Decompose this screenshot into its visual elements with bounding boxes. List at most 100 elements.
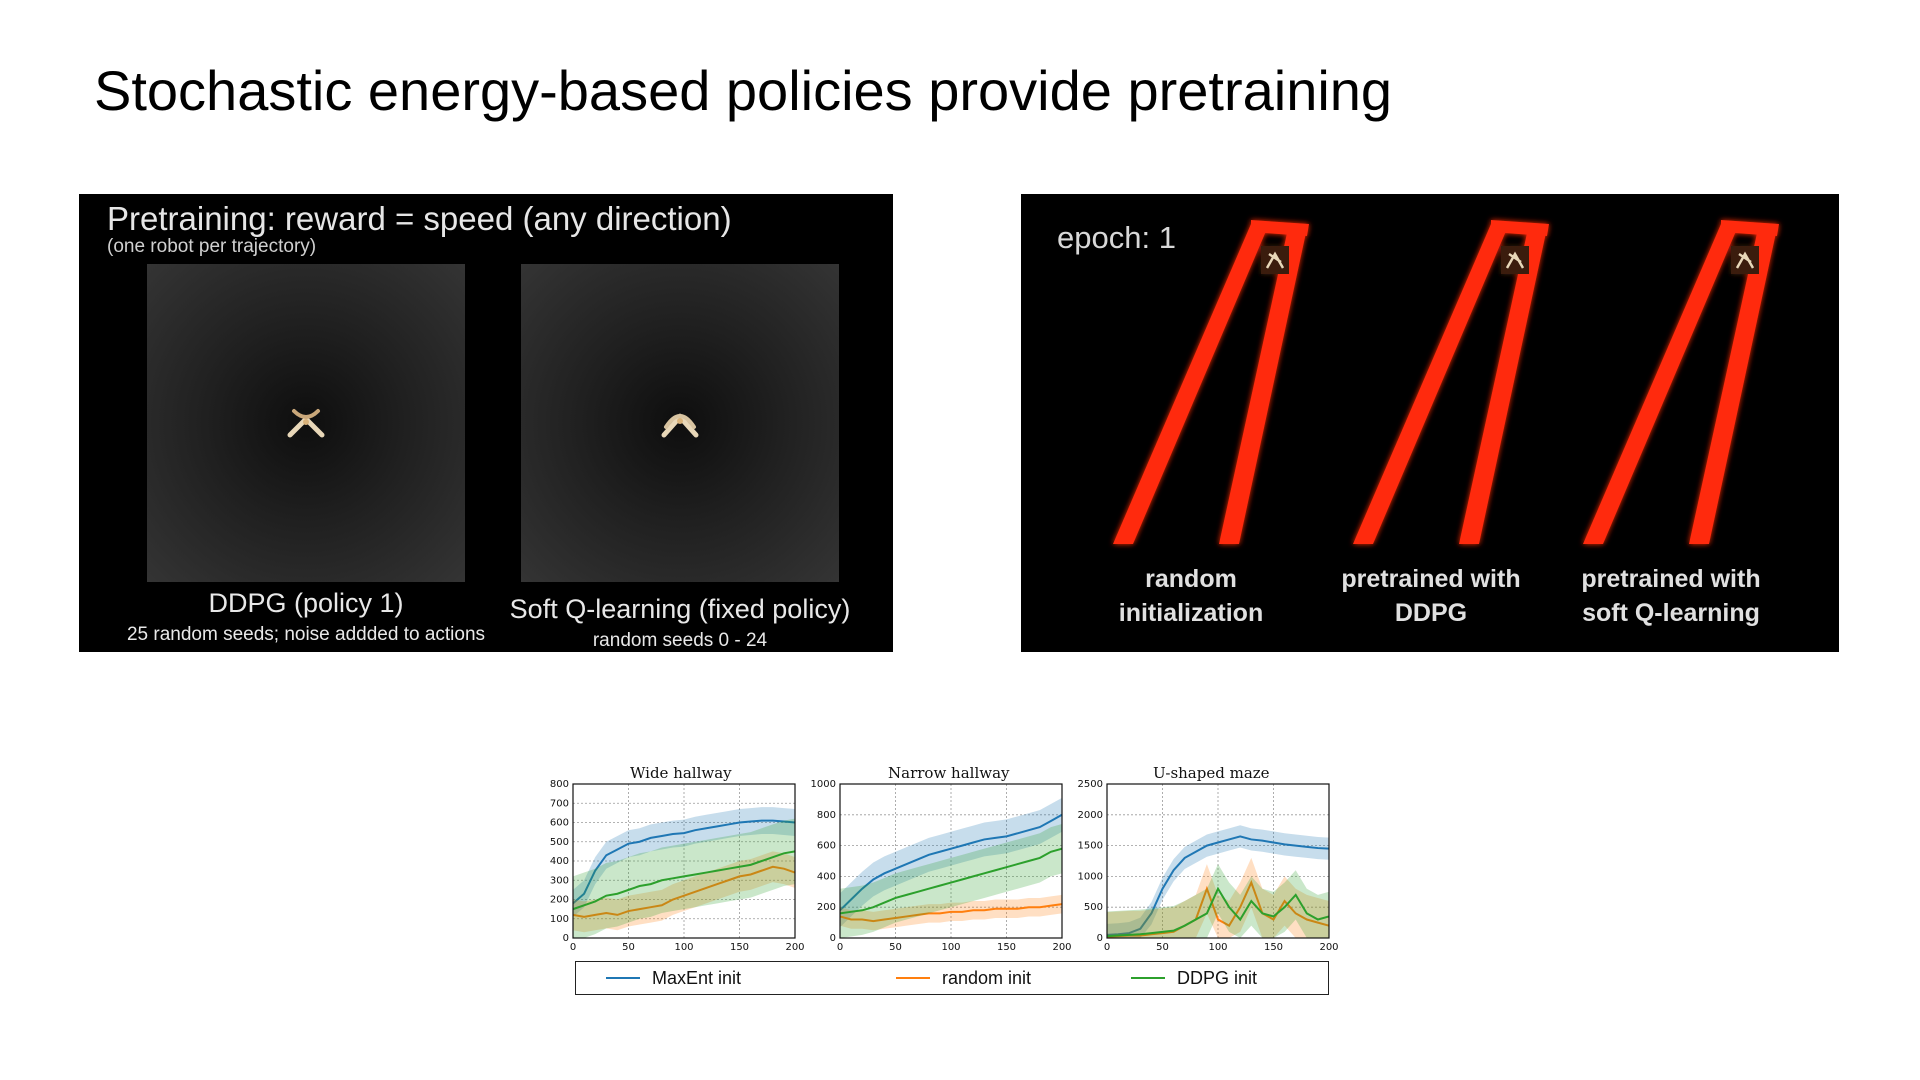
- robot-icon: [1261, 246, 1289, 274]
- series-line: [1106, 879, 1330, 938]
- soft-q-subcaption: random seeds 0 - 24: [592, 630, 768, 651]
- series-line: [572, 865, 796, 918]
- ant-robot-icon: [661, 413, 699, 438]
- hallway-wall-left: [1583, 224, 1739, 544]
- robot-legs-icon: [1505, 251, 1525, 269]
- label-pretrained-soft-q: pretrained with soft Q-learning: [1581, 565, 1761, 627]
- ddpg-subcaption: 25 random seeds; noise addded to actions: [126, 624, 486, 645]
- series-line: [572, 850, 796, 911]
- x-tick-label: 200: [785, 942, 804, 953]
- x-tick-label: 200: [1319, 942, 1338, 953]
- legend-swatch: [896, 977, 930, 979]
- hallway-wall-left: [1353, 224, 1509, 544]
- x-tick-label: 100: [941, 942, 960, 953]
- label-random-initialization: random initialization: [1118, 565, 1264, 627]
- epoch-label: epoch: 1: [1057, 220, 1176, 255]
- series-line: [572, 819, 796, 905]
- plot-frame: [572, 783, 796, 939]
- legend-label: MaxEnt init: [652, 967, 742, 988]
- ant-robot-icon: [287, 409, 325, 438]
- chart-title-u-maze: U-shaped maze: [1153, 764, 1270, 782]
- y-tick-label: 0: [1097, 933, 1103, 944]
- y-tick-label: 2500: [1078, 779, 1103, 790]
- plot-frame: [839, 783, 1063, 939]
- series-band: [573, 807, 795, 917]
- legend-label: random init: [942, 967, 1032, 988]
- x-tick-label: 0: [570, 942, 576, 953]
- legend-swatch: [606, 977, 640, 979]
- series-band: [573, 818, 795, 938]
- y-tick-label: 1500: [1078, 841, 1103, 852]
- series-line: [839, 903, 1063, 923]
- legend-item-random: random init: [896, 962, 1031, 994]
- series-line: [839, 847, 1063, 915]
- hallway-top: [1251, 220, 1309, 236]
- hallway-wall-right: [1689, 224, 1777, 544]
- soft-q-caption: Soft Q-learning (fixed policy): [509, 594, 851, 624]
- x-tick-label: 50: [889, 942, 902, 953]
- ddpg-arena: [147, 264, 465, 582]
- y-tick-label: 100: [550, 914, 569, 925]
- hallway-video-panel[interactable]: epoch: 1 random initialization pretraine…: [1021, 194, 1839, 652]
- series-line: [1106, 886, 1330, 938]
- y-tick-label: 500: [1084, 902, 1103, 913]
- soft-q-arena: [521, 264, 839, 582]
- plot-frame: [1106, 783, 1330, 939]
- x-tick-label: 50: [1156, 942, 1169, 953]
- hallway-wall-right: [1219, 224, 1307, 544]
- y-tick-label: 500: [550, 837, 569, 848]
- robot-icon: [1501, 246, 1529, 274]
- legend-label: DDPG init: [1177, 967, 1258, 988]
- chart-legend: MaxEnt init random init DDPG init: [575, 961, 1329, 995]
- y-tick-label: 800: [550, 779, 569, 790]
- y-tick-label: 0: [563, 933, 569, 944]
- hallway-wall-left: [1113, 224, 1269, 544]
- x-tick-label: 150: [730, 942, 749, 953]
- x-tick-label: 0: [1104, 942, 1110, 953]
- x-tick-label: 150: [997, 942, 1016, 953]
- y-tick-label: 0: [830, 933, 836, 944]
- y-tick-label: 2000: [1078, 810, 1103, 821]
- series-band: [1107, 825, 1329, 938]
- robot-icon: [1731, 246, 1759, 274]
- chart-title-narrow-hallway: Narrow hallway: [888, 764, 1010, 782]
- x-tick-label: 200: [1052, 942, 1071, 953]
- legend-swatch: [1131, 977, 1165, 979]
- ddpg-caption: DDPG (policy 1): [208, 588, 404, 618]
- series-line: [1106, 835, 1330, 936]
- panel-heading: Pretraining: reward = speed (any directi…: [107, 200, 732, 237]
- hallway-wall-right: [1459, 224, 1547, 544]
- robot-legs-icon: [1735, 251, 1755, 269]
- slide-title: Stochastic energy-based policies provide…: [94, 59, 1393, 122]
- legend-item-maxent: MaxEnt init: [606, 962, 741, 994]
- y-tick-label: 300: [550, 875, 569, 886]
- x-tick-label: 100: [674, 942, 693, 953]
- y-tick-label: 800: [817, 810, 836, 821]
- x-tick-label: 150: [1264, 942, 1283, 953]
- hallway-top: [1491, 220, 1549, 236]
- y-tick-label: 600: [550, 818, 569, 829]
- y-tick-label: 600: [817, 841, 836, 852]
- series-band: [1107, 864, 1329, 938]
- label-pretrained-ddpg: pretrained with DDPG: [1341, 565, 1521, 627]
- y-tick-label: 200: [817, 902, 836, 913]
- hallway-top: [1721, 220, 1779, 236]
- y-tick-label: 400: [550, 856, 569, 867]
- pretraining-video-panel[interactable]: Pretraining: reward = speed (any directi…: [79, 194, 893, 652]
- panel-subheading: (one robot per trajectory): [107, 236, 317, 257]
- y-tick-label: 400: [817, 871, 836, 882]
- y-tick-label: 1000: [1078, 871, 1103, 882]
- x-tick-label: 0: [837, 942, 843, 953]
- series-band: [840, 824, 1062, 938]
- y-tick-label: 700: [550, 798, 569, 809]
- robot-legs-icon: [1265, 251, 1285, 269]
- legend-item-ddpg: DDPG init: [1131, 962, 1257, 994]
- x-tick-label: 50: [622, 942, 635, 953]
- chart-title-wide-hallway: Wide hallway: [630, 764, 732, 782]
- series-line: [839, 813, 1063, 911]
- x-tick-label: 100: [1208, 942, 1227, 953]
- y-tick-label: 1000: [811, 779, 836, 790]
- y-tick-label: 200: [550, 895, 569, 906]
- series-band: [840, 797, 1062, 928]
